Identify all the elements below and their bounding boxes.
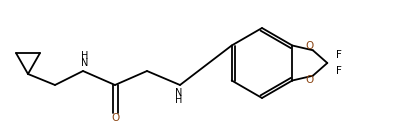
Text: F: F bbox=[336, 66, 342, 76]
Text: O: O bbox=[306, 41, 314, 51]
Text: H: H bbox=[175, 95, 183, 105]
Text: F: F bbox=[336, 50, 342, 60]
Text: N: N bbox=[82, 58, 89, 68]
Text: H: H bbox=[82, 51, 89, 61]
Text: N: N bbox=[175, 88, 183, 98]
Text: O: O bbox=[111, 113, 119, 123]
Text: O: O bbox=[306, 75, 314, 85]
